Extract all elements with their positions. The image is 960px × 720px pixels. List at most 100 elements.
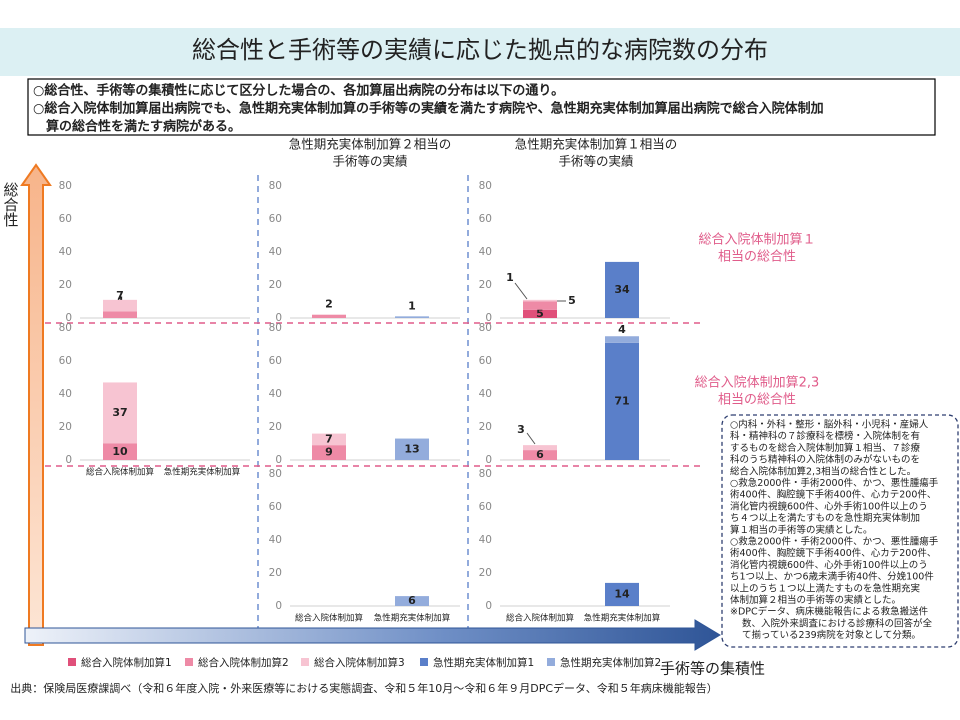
bar-segment	[312, 314, 346, 318]
y-tick-label: 60	[269, 501, 282, 513]
data-label: 7	[116, 289, 124, 302]
data-label: 1	[408, 299, 416, 312]
data-label: 5	[536, 307, 544, 320]
bar-segment	[523, 309, 557, 318]
x-tick-label: 総合入院体制加算	[295, 613, 364, 624]
note-line: 体制加算２相当の手術等の実績とした。	[730, 594, 901, 606]
bar-segment	[523, 301, 557, 310]
row-label: 総合入院体制加算2,3	[695, 376, 820, 391]
note-line: ○内科・外科・整形・脳外科・小児科・産婦人	[730, 419, 929, 431]
note-line: するものを総合入院体制加算１相当、７診療	[730, 442, 921, 454]
y-tick-label: 40	[59, 388, 72, 400]
y-tick-label: 0	[65, 312, 72, 324]
bar-segment	[395, 438, 429, 460]
column-header: 手術等の実績	[332, 154, 407, 169]
title: 総合性と手術等の実績に応じた拠点的な病院数の分布	[192, 36, 768, 64]
y-tick-label: 0	[485, 454, 492, 466]
y-tick-label: 80	[479, 468, 492, 480]
bullet: ○総合入院体制加算届出病院でも、急性期充実体制加算の手術等の実績を満たす病院や、…	[33, 101, 824, 117]
leader-line	[526, 432, 536, 445]
column-header: 手術等の実績	[558, 154, 633, 169]
legend-swatch	[420, 658, 428, 666]
y-tick-label: 20	[59, 279, 72, 291]
note-line: 数、入院外来調査における診療科の回答が全	[742, 617, 933, 629]
legend-swatch	[301, 658, 309, 666]
y-tick-label: 20	[269, 421, 282, 433]
data-label: 71	[614, 394, 629, 407]
y-tick-label: 0	[275, 600, 282, 612]
note-line: 科・精神科の７診療科を標榜・入院体制を有	[730, 430, 920, 442]
y-tick-label: 20	[479, 421, 492, 433]
y-tick-label: 80	[479, 322, 492, 334]
row-label: 総合入院体制加算１	[698, 233, 815, 248]
data-label: 3	[517, 423, 525, 436]
y-tick-label: 60	[479, 355, 492, 367]
column-header: 急性期充実体制加算１相当の	[515, 137, 678, 152]
title-band	[0, 28, 960, 76]
bar-segment	[395, 596, 429, 606]
legend-label: 総合入院体制加算1	[81, 656, 172, 669]
note-line: 術400件、胸腔鏡下手術400件、心カテ200件、	[730, 489, 936, 501]
y-tick-label: 80	[479, 180, 492, 192]
bar-segment	[395, 316, 429, 318]
note-line: 術400件、胸腔鏡下手術400件、心カテ200件、	[730, 547, 936, 559]
y-tick-label: 60	[59, 355, 72, 367]
y-tick-label: 80	[269, 180, 282, 192]
bullet-box	[27, 78, 936, 136]
y-tick-label: 40	[269, 388, 282, 400]
y-tick-label: 20	[479, 279, 492, 291]
data-label: 7	[325, 432, 333, 445]
bar-segment	[103, 443, 137, 460]
legend-label: 総合入院体制加算3	[314, 656, 405, 669]
note-line: ○救急2000件・手術2000件、かつ、悪性腫瘍手	[730, 536, 939, 548]
note-line: ち1つ以上、かつ6歳未満手術40件、分娩100件	[730, 571, 934, 583]
y-tick-label: 0	[485, 312, 492, 324]
x-tick-label: 総合入院体制加算	[86, 467, 155, 478]
y-arrow	[20, 163, 52, 646]
bar-segment	[605, 582, 639, 606]
y-tick-label: 40	[269, 246, 282, 258]
y-tick-label: 20	[269, 567, 282, 579]
legend-label: 総合入院体制加算2	[198, 656, 289, 669]
y-tick-label: 20	[479, 567, 492, 579]
x-tick-label: 急性期充実体制加算	[584, 613, 661, 624]
data-label: 1	[506, 271, 514, 284]
data-label: 14	[614, 587, 630, 600]
y-tick-label: 40	[479, 246, 492, 258]
data-label: 2	[325, 298, 333, 311]
bullet: ○総合性、手術等の集積性に応じて区分した場合の、各加算届出病院の分布は以下の通り…	[33, 83, 564, 99]
note-line: て揃っている239病院を対象として分類。	[742, 629, 921, 641]
bullet: 算の総合性を満たす病院がある。	[46, 119, 241, 135]
data-label: 34	[614, 283, 630, 296]
note-line: ○救急2000件・手術2000件、かつ、悪性腫瘍手	[730, 477, 939, 489]
note-line: 消化管内視鏡600件、心外手術100件以上のう	[730, 500, 928, 512]
y-tick-label: 20	[269, 279, 282, 291]
y-tick-label: 60	[479, 213, 492, 225]
y-tick-label: 60	[479, 501, 492, 513]
y-tick-label: 80	[59, 180, 72, 192]
note-box	[721, 414, 959, 648]
leader-line	[514, 282, 528, 300]
x-tick-label: 急性期充実体制加算	[374, 613, 451, 624]
y-tick-label: 60	[269, 355, 282, 367]
legend-swatch	[185, 658, 193, 666]
note-line: ※DPCデータ、病床機能報告による救急搬送件	[730, 606, 929, 618]
note-line: 消化管内視鏡600件、心外手術100件以上のう	[730, 559, 928, 571]
bar-segment	[523, 445, 557, 451]
bar-segment	[103, 382, 137, 444]
y-tick-label: 40	[269, 534, 282, 546]
data-label: 4	[618, 323, 626, 336]
y-tick-label: 60	[59, 213, 72, 225]
x-tick-label: 急性期充実体制加算	[164, 467, 241, 478]
data-label: 6	[408, 594, 416, 607]
data-label: 13	[404, 442, 419, 455]
bar-segment	[523, 450, 557, 460]
data-label: 6	[536, 448, 544, 461]
row-label: 相当の総合性	[718, 250, 796, 265]
data-label: 10	[112, 445, 128, 458]
data-label: 37	[112, 406, 127, 419]
bar-segment	[103, 299, 137, 312]
legend-swatch	[68, 658, 76, 666]
y-tick-label: 0	[65, 454, 72, 466]
